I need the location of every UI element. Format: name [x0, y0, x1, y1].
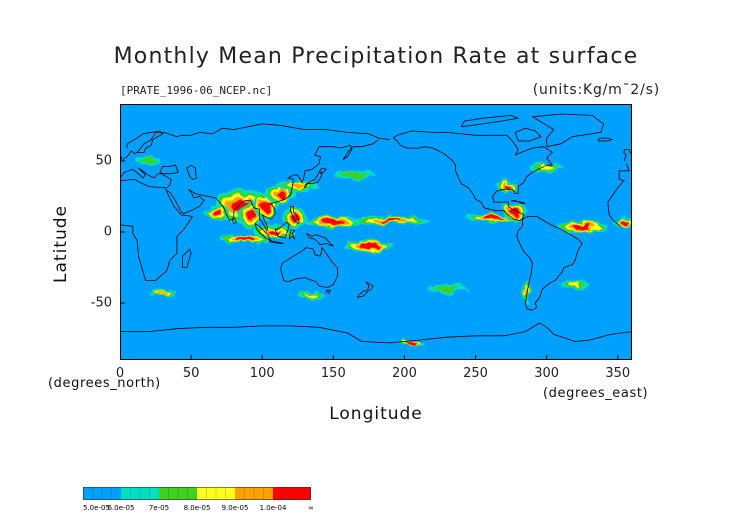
map-background [120, 104, 632, 360]
coastline-antarctica [120, 322, 632, 344]
colorbar-label: 8.0e-05 [184, 504, 211, 512]
precip-region-east-indian-ocean [219, 234, 271, 244]
colorbar-swatch [197, 487, 235, 500]
precip-region-southern-ocean-1 [148, 288, 177, 298]
x-tick-label: 150 [320, 366, 346, 381]
colorbar-label: 1.0e-04 [260, 504, 287, 512]
precip-region-atlantic-itcz [556, 220, 608, 232]
x-tick-label: 50 [182, 366, 200, 381]
coastline-baffin [515, 127, 542, 142]
x-tick-label: 200 [392, 366, 417, 381]
colorbar-swatch [121, 487, 159, 500]
precip-region-southern-ocean-2 [299, 291, 325, 301]
x-tick-label: 300 [534, 366, 560, 381]
chart-title: Monthly Mean Precipitation Rate at surfa… [113, 44, 639, 69]
coastline-black-sea [159, 164, 179, 175]
colorbar-label: ∞ [308, 504, 314, 512]
coastline-greenland [532, 113, 604, 148]
precip-region-gulf-coast [496, 180, 517, 193]
coastline-europe-south [120, 167, 625, 189]
coastline-cuba [511, 200, 526, 204]
precip-region-indochina [253, 193, 280, 220]
y-tick-label: -50 [90, 295, 112, 311]
source-filename: [PRATE_1996-06_NCEP.nc] [120, 84, 273, 97]
coastline-new-zealand-s [357, 289, 368, 298]
x-unit-note: (degrees_east) [543, 386, 649, 401]
precip-region-spcz [343, 240, 395, 252]
coastline-java [269, 240, 284, 244]
colorbar: 5.0e-056.0e-05 7e-05 8.0e-05 9.0e-05 1.0e-04… [83, 487, 314, 512]
x-tick-label: 250 [463, 366, 488, 381]
precip-region-arabian-sea [203, 204, 230, 220]
coastline-africa [120, 179, 624, 281]
coastline-japan [304, 171, 323, 189]
coastline-australia [280, 247, 338, 288]
x-axis-label: Longitude [329, 404, 423, 424]
coastline-madagascar [182, 248, 192, 268]
coastline-sulawesi [288, 230, 296, 240]
colorbar-label: 9.0e-05 [222, 504, 249, 512]
coastline-new-zealand [365, 281, 374, 291]
precip-region-southern-ocean-3 [427, 284, 467, 294]
y-tick-label: 50 [95, 153, 112, 169]
colorbar-swatch [235, 487, 273, 500]
coastline-north-america [392, 130, 553, 221]
precip-region-south-atlantic [560, 280, 590, 289]
precip-region-east-asia-front [279, 180, 320, 193]
precip-region-chile-coast [522, 280, 532, 304]
coastline-arctic-isles [460, 115, 519, 128]
coastline-borneo [274, 221, 290, 239]
precip-region-antarctic-coast [400, 340, 423, 346]
colorbar-label: 6.0e-05 [108, 504, 135, 512]
y-tick-label: 0 [103, 224, 112, 240]
coastline-sri-lanka [232, 217, 237, 224]
x-tick-label: 100 [249, 366, 275, 381]
colorbar-swatch [159, 487, 197, 500]
colorbar-swatch [273, 487, 311, 500]
x-tick-label: 350 [605, 366, 631, 381]
coastline-hokkaido [318, 167, 327, 173]
colorbar-frame [83, 487, 311, 500]
precipitation-map[interactable] [120, 104, 632, 360]
coastline-philippines [290, 206, 300, 224]
coastline-caspian [186, 164, 198, 180]
precip-region-north-atlantic-storm [529, 163, 564, 173]
coastline-iceland [597, 137, 613, 142]
precip-region-north-pacific-storm [333, 170, 376, 180]
coastline-europe [122, 123, 630, 180]
y-axis-label: Latitude [50, 205, 71, 283]
coastline-new-guinea [305, 233, 334, 247]
colorbar-swatch [83, 487, 121, 500]
y-unit-note: (degrees_north) [48, 376, 161, 391]
x-tick-label: 0 [115, 366, 125, 381]
coastline-uk [121, 149, 631, 161]
colorbar-label: 5.0e-05 [83, 504, 110, 512]
precip-region-europe [135, 156, 162, 166]
colorbar-label: 7e-05 [149, 504, 169, 512]
coastline-tasmania [325, 289, 331, 294]
coastline-south-america [516, 216, 583, 311]
precip-region-gulf-of-guinea [613, 216, 632, 228]
precip-region-central-pacific-itcz [350, 216, 430, 225]
coastline-layer [120, 113, 632, 344]
coastline-arabia [166, 189, 205, 214]
coastline-south-asia [188, 139, 380, 231]
precip-region-west-pacific-itcz [304, 216, 362, 228]
units-label: (units:Kg/m¯2/s) [532, 82, 660, 98]
precip-region-philippines [283, 207, 307, 228]
coastline-scandinavia [126, 130, 164, 153]
precipitation-layer [135, 156, 632, 346]
